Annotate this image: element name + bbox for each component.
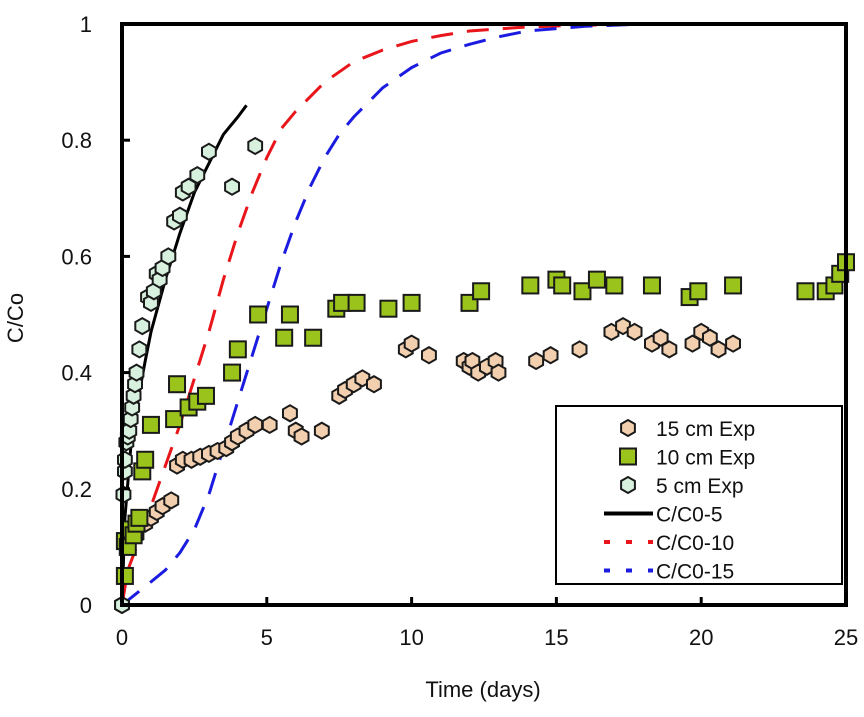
data-point	[189, 165, 206, 185]
data-point	[354, 369, 371, 388]
x-tick-label: 10	[399, 625, 423, 650]
series-10-cm-exp	[115, 253, 855, 585]
data-point	[165, 410, 184, 429]
data-point	[228, 340, 247, 359]
data-point	[141, 415, 160, 434]
data-point	[661, 340, 678, 359]
data-point	[131, 340, 148, 359]
data-point	[421, 346, 437, 365]
x-tick-label: 15	[544, 625, 568, 650]
data-point	[472, 282, 491, 301]
data-point	[379, 299, 398, 318]
plot-frame	[120, 22, 848, 607]
y-tick-label: 0.4	[61, 361, 92, 386]
legend-item-5-cm-exp: 5 cm Exp	[620, 475, 744, 498]
legend-item-10-cm-exp: 10 cm Exp	[619, 447, 755, 470]
data-point	[689, 282, 708, 301]
y-tick-label: 0.6	[61, 244, 92, 269]
x-tick-label: 0	[116, 625, 128, 650]
data-point	[573, 282, 592, 301]
data-point	[652, 328, 669, 347]
data-point	[615, 316, 631, 336]
data-point	[366, 375, 382, 394]
legend-swatch	[620, 475, 636, 495]
legend-item-c-c0-5: C/C0-5	[604, 504, 723, 527]
legend-swatch	[620, 418, 636, 438]
series-line-c-c0-15	[121, 22, 846, 607]
legend: 15 cm Exp 10 cm Exp 5 cm Exp C/C0-5 C/C0-10 C…	[555, 405, 843, 585]
x-tick-label: 20	[689, 625, 713, 650]
data-point	[134, 316, 151, 336]
data-point	[163, 491, 180, 510]
data-point	[626, 322, 643, 342]
data-point	[160, 247, 177, 266]
data-point	[528, 351, 545, 371]
legend-box	[555, 405, 843, 585]
legend-label: C/C0-15	[656, 561, 734, 584]
legend-label: 10 cm Exp	[656, 447, 755, 470]
data-point	[247, 136, 264, 156]
data-point	[521, 276, 540, 295]
data-point	[553, 276, 572, 295]
data-point	[725, 334, 741, 353]
data-point	[304, 328, 323, 347]
data-point	[172, 206, 188, 225]
legend-item-c-c0-15: C/C0-15	[604, 561, 734, 584]
y-tick-label: 0.8	[61, 128, 92, 153]
data-point	[402, 293, 421, 312]
data-point	[249, 305, 268, 324]
data-point	[724, 276, 743, 295]
data-point	[702, 328, 718, 347]
series-line-c-c0-10	[120, 22, 846, 606]
x-tick-label: 25	[834, 625, 858, 650]
legend-item-15-cm-exp: 15 cm Exp	[620, 418, 755, 441]
data-point	[168, 375, 187, 394]
data-point	[275, 328, 294, 347]
data-point	[196, 386, 215, 405]
y-tick-label: 0.2	[61, 477, 92, 502]
legend-swatch	[619, 447, 637, 466]
data-point	[542, 346, 559, 365]
data-point	[571, 340, 588, 359]
data-point	[280, 305, 299, 324]
data-point	[282, 404, 298, 423]
legend-label: C/C0-5	[656, 504, 723, 527]
data-point	[403, 334, 420, 353]
data-point	[293, 427, 310, 446]
y-tick-label: 1	[80, 12, 92, 37]
plot-marks	[114, 22, 855, 615]
data-point	[223, 363, 242, 382]
data-point	[587, 270, 606, 289]
y-tick-label: 0	[80, 593, 92, 618]
data-point	[642, 276, 661, 295]
legend-label: 15 cm Exp	[656, 418, 755, 441]
data-point	[347, 293, 366, 312]
data-point	[115, 566, 134, 585]
data-point	[224, 177, 240, 196]
x-tick-label: 5	[261, 625, 273, 650]
y-axis-title: C/Co	[3, 293, 28, 343]
data-point	[128, 363, 145, 382]
data-point	[796, 282, 815, 301]
data-point	[490, 363, 507, 382]
x-axis-title: Time (days)	[425, 677, 540, 702]
data-point	[247, 415, 264, 435]
data-point	[313, 421, 330, 440]
legend-item-c-c0-10: C/C0-10	[604, 532, 734, 555]
data-point	[605, 276, 624, 295]
data-point	[201, 142, 217, 161]
data-point	[136, 450, 155, 469]
axes: 0 5 10 15 20 25 0 0.2 0.4 0.6 0.8 1	[61, 12, 858, 650]
series-5-cm-exp	[114, 136, 264, 615]
data-point	[261, 415, 278, 435]
data-point	[710, 340, 727, 359]
legend-label: 5 cm Exp	[656, 475, 744, 498]
data-point	[130, 508, 149, 527]
legend-label: C/C0-10	[656, 532, 734, 555]
